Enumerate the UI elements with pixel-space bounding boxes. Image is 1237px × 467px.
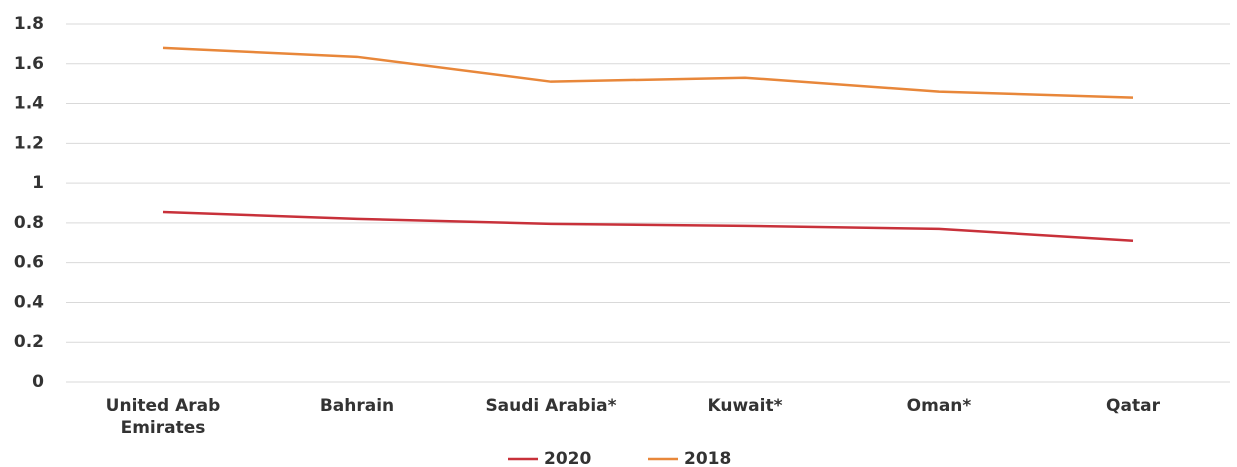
y-tick-label: 0.2 bbox=[14, 332, 44, 352]
y-tick-label: 1 bbox=[32, 173, 44, 193]
y-tick-label: 1.6 bbox=[14, 54, 44, 74]
x-tick-label: Oman* bbox=[906, 396, 972, 416]
series-line bbox=[162, 210, 1134, 243]
x-tick-label: Saudi Arabia* bbox=[485, 396, 617, 416]
legend-label: 2018 bbox=[684, 449, 731, 467]
x-tick-label: Qatar bbox=[1106, 396, 1160, 416]
y-tick-label: 0.6 bbox=[14, 253, 44, 273]
x-tick-label: Bahrain bbox=[319, 396, 395, 416]
x-tick-label: United Arab Emirates bbox=[105, 396, 221, 438]
y-tick-label: 1.2 bbox=[14, 133, 44, 153]
y-tick-label: 1.8 bbox=[14, 14, 44, 34]
y-tick-label: 1.4 bbox=[14, 94, 44, 114]
x-tick-label: Kuwait* bbox=[707, 396, 783, 416]
y-tick-label: 0.8 bbox=[14, 213, 44, 233]
y-tick-label: 0 bbox=[32, 372, 44, 392]
series-line bbox=[162, 46, 1134, 99]
legend-label: 2020 bbox=[544, 449, 591, 467]
y-tick-label: 0.4 bbox=[14, 292, 44, 312]
